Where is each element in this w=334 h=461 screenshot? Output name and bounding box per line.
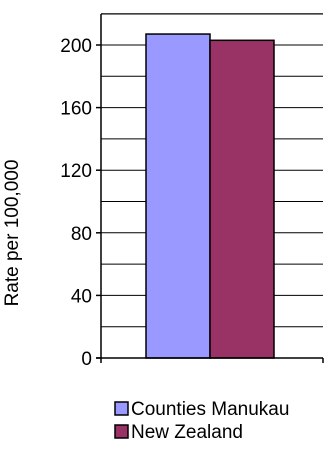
y-tick-label: 160 — [60, 99, 92, 120]
axes — [96, 14, 324, 363]
y-tick-label: 120 — [60, 161, 92, 182]
legend-label-new-zealand: New Zealand — [131, 422, 243, 443]
y-tick-label: 200 — [60, 36, 92, 57]
bars — [145, 33, 275, 359]
y-tick-label: 0 — [81, 349, 92, 370]
legend-label-counties-manukau: Counties Manukau — [131, 399, 289, 420]
y-tick-labels: 0 40 80 120 160 200 — [60, 36, 92, 370]
bar-counties-manukau — [145, 33, 211, 359]
bar-new-zealand — [209, 39, 275, 359]
y-axis-title: Rate per 100,000 — [2, 160, 23, 307]
legend-swatch-new-zealand — [114, 424, 129, 439]
legend-swatch-counties-manukau — [114, 401, 129, 416]
y-tick-label: 40 — [71, 286, 92, 307]
y-tick-label: 80 — [71, 224, 92, 245]
